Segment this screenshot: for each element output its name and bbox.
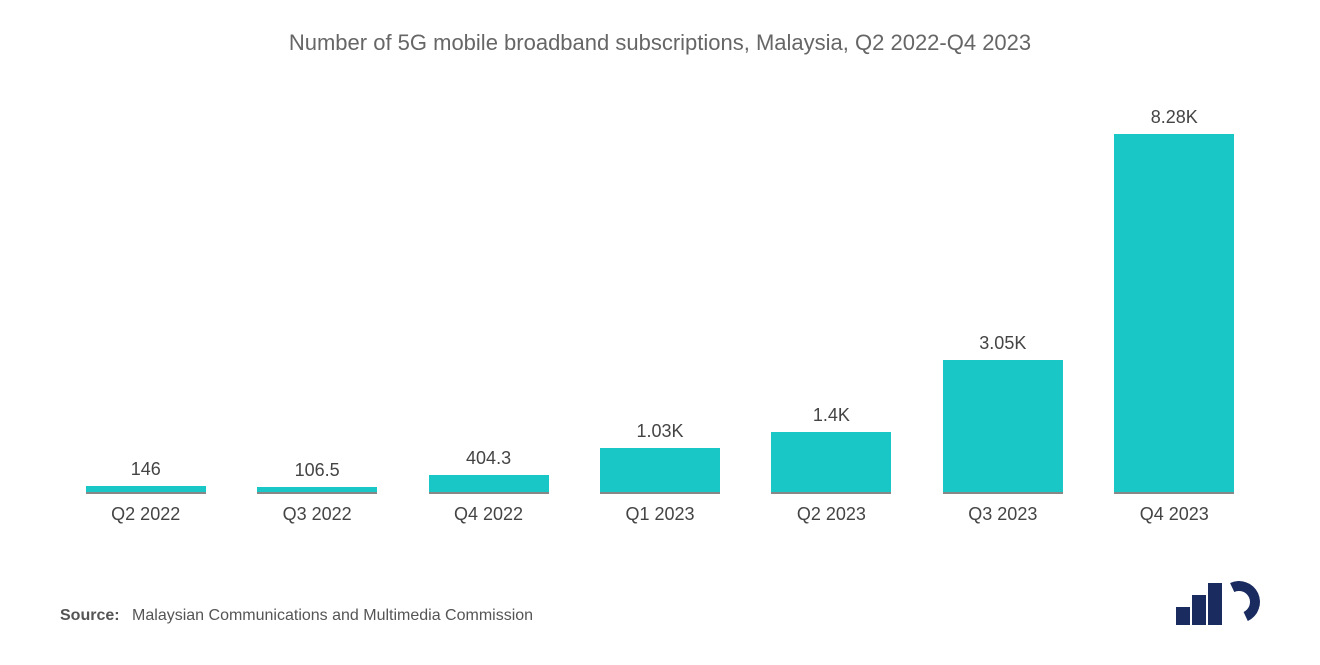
bar-rect xyxy=(771,432,891,492)
bar-rect xyxy=(600,448,720,492)
axis-tick xyxy=(257,492,377,494)
bar-group: 8.28K Q4 2023 xyxy=(1089,66,1260,525)
bar-group: 3.05K Q3 2023 xyxy=(917,66,1088,525)
axis-tick xyxy=(771,492,891,494)
axis-tick xyxy=(429,492,549,494)
bar-rect xyxy=(1114,134,1234,492)
bar-category-label: Q4 2023 xyxy=(1140,504,1209,525)
axis-tick xyxy=(943,492,1063,494)
bar-category-label: Q3 2022 xyxy=(283,504,352,525)
bar-group: 106.5 Q3 2022 xyxy=(231,66,402,525)
bar-value-label: 1.03K xyxy=(636,421,683,442)
bar-value-label: 8.28K xyxy=(1151,107,1198,128)
bar-category-label: Q4 2022 xyxy=(454,504,523,525)
bar-value-label: 146 xyxy=(131,459,161,480)
source-line: Source: Malaysian Communications and Mul… xyxy=(60,607,533,625)
bar-value-label: 1.4K xyxy=(813,405,850,426)
bar-category-label: Q2 2022 xyxy=(111,504,180,525)
bar-value-label: 3.05K xyxy=(979,333,1026,354)
bar-rect xyxy=(943,360,1063,492)
bar-group: 1.03K Q1 2023 xyxy=(574,66,745,525)
plot-area: 146 Q2 2022 106.5 Q3 2022 404.3 Q4 2022 1.03K Q… xyxy=(60,66,1260,526)
bar-group: 146 Q2 2022 xyxy=(60,66,231,525)
bar-group: 404.3 Q4 2022 xyxy=(403,66,574,525)
axis-tick xyxy=(1114,492,1234,494)
bar-category-label: Q3 2023 xyxy=(968,504,1037,525)
bar-value-label: 404.3 xyxy=(466,448,511,469)
chart-footer: Source: Malaysian Communications and Mul… xyxy=(50,581,1270,625)
bar-rect xyxy=(429,475,549,492)
source-label: Source: xyxy=(60,607,120,624)
bar-category-label: Q1 2023 xyxy=(625,504,694,525)
brand-logo-icon xyxy=(1176,581,1260,625)
source-text: Malaysian Communications and Multimedia … xyxy=(132,607,533,624)
bar-value-label: 106.5 xyxy=(295,460,340,481)
chart-title: Number of 5G mobile broadband subscripti… xyxy=(50,30,1270,56)
bar-group: 1.4K Q2 2023 xyxy=(746,66,917,525)
axis-tick xyxy=(86,492,206,494)
chart-container: Number of 5G mobile broadband subscripti… xyxy=(0,0,1320,665)
bar-category-label: Q2 2023 xyxy=(797,504,866,525)
axis-tick xyxy=(600,492,720,494)
